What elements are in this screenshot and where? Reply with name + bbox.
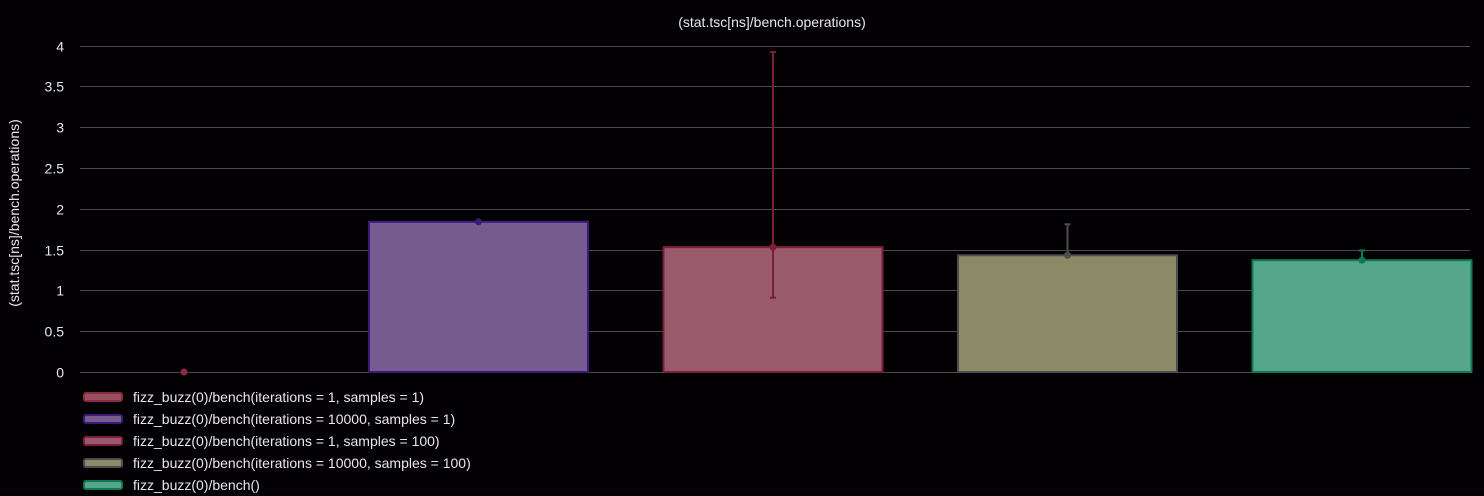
y-tick-label: 2 xyxy=(56,202,64,218)
legend-swatch xyxy=(83,392,123,402)
chart-title: (stat.tsc[ns]/bench.operations) xyxy=(678,14,866,30)
y-tick-label: 0.5 xyxy=(45,324,65,340)
y-tick-label: 0 xyxy=(56,365,64,381)
y-tick-label: 1.5 xyxy=(45,243,65,259)
y-tick-label: 3 xyxy=(56,120,64,136)
value-point-4 xyxy=(1358,256,1366,264)
legend-item[interactable]: fizz_buzz(0)/bench(iterations = 1, sampl… xyxy=(83,386,471,408)
legend-item[interactable]: fizz_buzz(0)/bench(iterations = 1, sampl… xyxy=(83,430,471,452)
value-point-2 xyxy=(769,243,777,251)
legend-label: fizz_buzz(0)/bench(iterations = 1, sampl… xyxy=(133,389,425,405)
bar-1 xyxy=(368,220,589,373)
value-point-1 xyxy=(475,218,482,226)
value-point-0 xyxy=(180,368,188,376)
legend-label: fizz_buzz(0)/bench(iterations = 10000, s… xyxy=(133,455,471,471)
legend-swatch xyxy=(83,414,123,424)
legend-swatch xyxy=(83,480,123,490)
y-tick-label: 2.5 xyxy=(45,161,65,177)
legend-label: fizz_buzz(0)/bench(iterations = 1, sampl… xyxy=(133,433,440,449)
value-point-3 xyxy=(1064,251,1071,259)
bar-4 xyxy=(1251,259,1473,373)
legend-item[interactable]: fizz_buzz(0)/bench(iterations = 10000, s… xyxy=(83,452,471,474)
y-tick-label: 1 xyxy=(56,283,64,299)
legend: fizz_buzz(0)/bench(iterations = 1, sampl… xyxy=(83,386,471,496)
legend-item[interactable]: fizz_buzz(0)/bench() xyxy=(83,474,471,496)
y-tick-label: 3.5 xyxy=(45,79,65,95)
bar-3 xyxy=(957,254,1178,373)
legend-label: fizz_buzz(0)/bench(iterations = 10000, s… xyxy=(133,411,456,427)
y-axis-label: (stat.tsc[ns]/bench.operations) xyxy=(6,119,22,307)
legend-swatch xyxy=(83,458,123,468)
y-tick-label: 4 xyxy=(56,39,64,55)
legend-label: fizz_buzz(0)/bench() xyxy=(133,477,260,493)
legend-item[interactable]: fizz_buzz(0)/bench(iterations = 10000, s… xyxy=(83,408,471,430)
legend-swatch xyxy=(83,436,123,446)
